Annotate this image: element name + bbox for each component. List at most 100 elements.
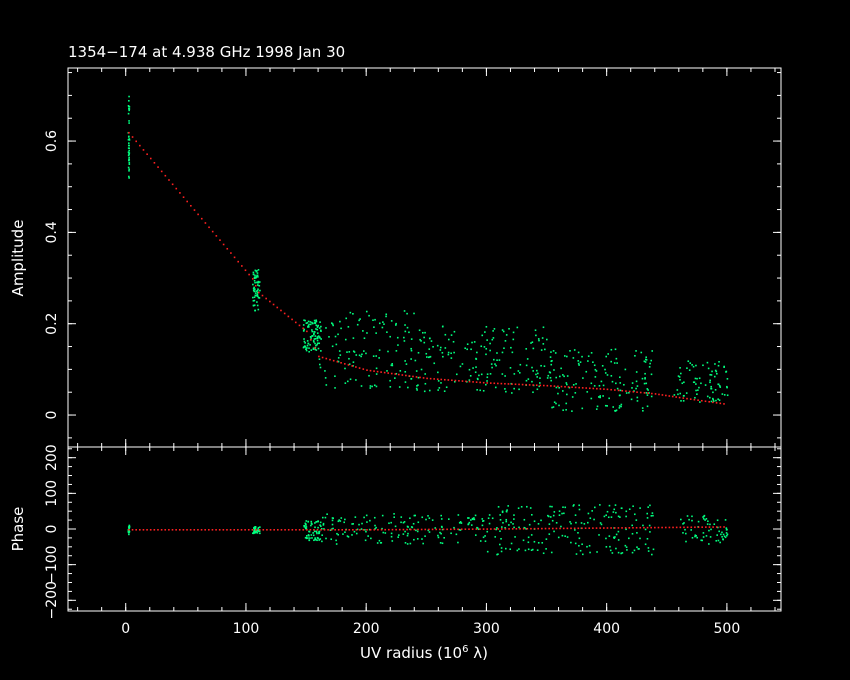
amplitude-data-point — [403, 336, 405, 339]
amplitude-data-point — [590, 397, 593, 400]
phase-model-point — [269, 529, 272, 531]
amplitude-data-point — [683, 381, 685, 384]
phase-model-point — [204, 529, 206, 531]
amplitude-data-point — [320, 338, 322, 340]
amplitude-data-point — [128, 95, 130, 98]
phase-data-point — [506, 509, 508, 511]
amplitude-data-point — [395, 350, 398, 352]
phase-data-point — [625, 546, 628, 549]
phase-model-point — [344, 529, 347, 531]
amplitude-model-point — [578, 386, 580, 389]
phase-data-point — [257, 528, 259, 530]
amplitude-model-point — [429, 377, 432, 380]
amplitude-data-point — [601, 365, 604, 367]
amplitude-data-point — [254, 292, 257, 294]
phase-data-point — [128, 533, 130, 536]
phase-data-point — [527, 536, 530, 539]
amplitude-data-point — [306, 322, 309, 324]
amplitude-data-point — [320, 330, 322, 332]
amplitude-model-point — [233, 256, 236, 259]
amplitude-data-point — [253, 304, 256, 307]
phase-data-point — [701, 539, 704, 542]
amplitude-model-point — [153, 162, 156, 164]
amplitude-data-point — [316, 328, 319, 331]
amplitude-model-point — [175, 187, 178, 190]
amplitude-axis-ticks: 0 0.2 0.4 0.6 — [44, 68, 781, 447]
amplitude-model-point — [211, 230, 214, 233]
phase-data-point — [633, 513, 636, 516]
phase-data-point — [617, 530, 620, 533]
amplitude-data-point — [646, 388, 649, 390]
phase-data-point — [636, 532, 638, 534]
phase-model-point — [708, 526, 711, 528]
phase-model-point — [186, 529, 188, 531]
phase-data-point — [509, 548, 512, 551]
phase-model-point — [552, 527, 554, 530]
phase-data-point — [542, 552, 545, 555]
amplitude-model-point — [712, 401, 714, 404]
amplitude-model-point — [486, 382, 489, 384]
phase-data-point — [457, 541, 459, 544]
amplitude-data-point — [577, 362, 580, 365]
amplitude-data-point — [648, 366, 651, 368]
phase-model-point — [519, 527, 521, 530]
phase-data-point — [705, 518, 708, 520]
phase-model-point — [229, 529, 232, 531]
amplitude-data-point — [480, 373, 483, 376]
phase-data-point — [335, 539, 337, 542]
amplitude-data-point — [372, 319, 374, 322]
phase-data-point — [437, 536, 440, 539]
phase-data-point — [368, 528, 371, 531]
amplitude-model-point — [340, 361, 342, 364]
phase-data-point — [624, 544, 627, 547]
amplitude-data-point — [441, 351, 444, 354]
phase-model-point — [712, 526, 714, 528]
phase-data-point — [484, 540, 487, 543]
phase-data-point — [439, 542, 442, 544]
phase-model-point — [359, 529, 361, 531]
amplitude-data-point — [375, 373, 378, 375]
amplitude-model-point — [708, 400, 710, 403]
phase-data-point — [255, 531, 257, 534]
amplitude-data-point — [403, 340, 406, 342]
amplitude-data-point — [696, 393, 698, 395]
phase-model-point — [657, 526, 660, 529]
amplitude-data-point — [312, 348, 315, 350]
phase-data-point — [486, 530, 489, 533]
phase-data-point — [411, 526, 414, 529]
amplitude-data-point — [650, 359, 653, 362]
amplitude-data-point — [127, 138, 130, 141]
amplitude-data-point — [349, 311, 352, 314]
amplitude-data-point — [562, 390, 564, 392]
amplitude-data-point — [510, 346, 512, 349]
amplitude-data-point — [604, 368, 606, 371]
amplitude-data-point — [573, 349, 576, 351]
phase-data-point — [317, 520, 319, 523]
phase-data-point — [708, 529, 710, 532]
phase-data-point — [440, 532, 442, 535]
phase-data-point — [561, 534, 564, 537]
amplitude-data-point — [355, 354, 358, 356]
phase-model-point — [298, 529, 301, 531]
amplitude-model-point — [164, 174, 167, 177]
amplitude-data-point — [256, 291, 259, 294]
phase-data-point — [400, 521, 402, 524]
amplitude-data-point — [417, 384, 419, 386]
phase-data-point — [308, 534, 310, 537]
phase-model-point — [218, 529, 221, 531]
amplitude-model-point — [208, 226, 210, 229]
amplitude-model-point — [632, 391, 635, 393]
amplitude-data-point — [525, 348, 528, 350]
amplitude-data-point — [305, 348, 307, 350]
phase-data-point — [381, 514, 384, 517]
phase-data-point — [523, 518, 526, 521]
amplitude-data-point — [255, 276, 257, 279]
amplitude-data-point — [256, 274, 258, 277]
phase-data-point — [316, 536, 319, 539]
amplitude-data-point — [455, 373, 458, 376]
amplitude-data-point — [504, 340, 507, 342]
amplitude-data-point — [438, 387, 441, 389]
phase-model-point — [683, 526, 685, 529]
amplitude-data-point — [128, 168, 130, 171]
phase-data-point — [422, 542, 424, 545]
